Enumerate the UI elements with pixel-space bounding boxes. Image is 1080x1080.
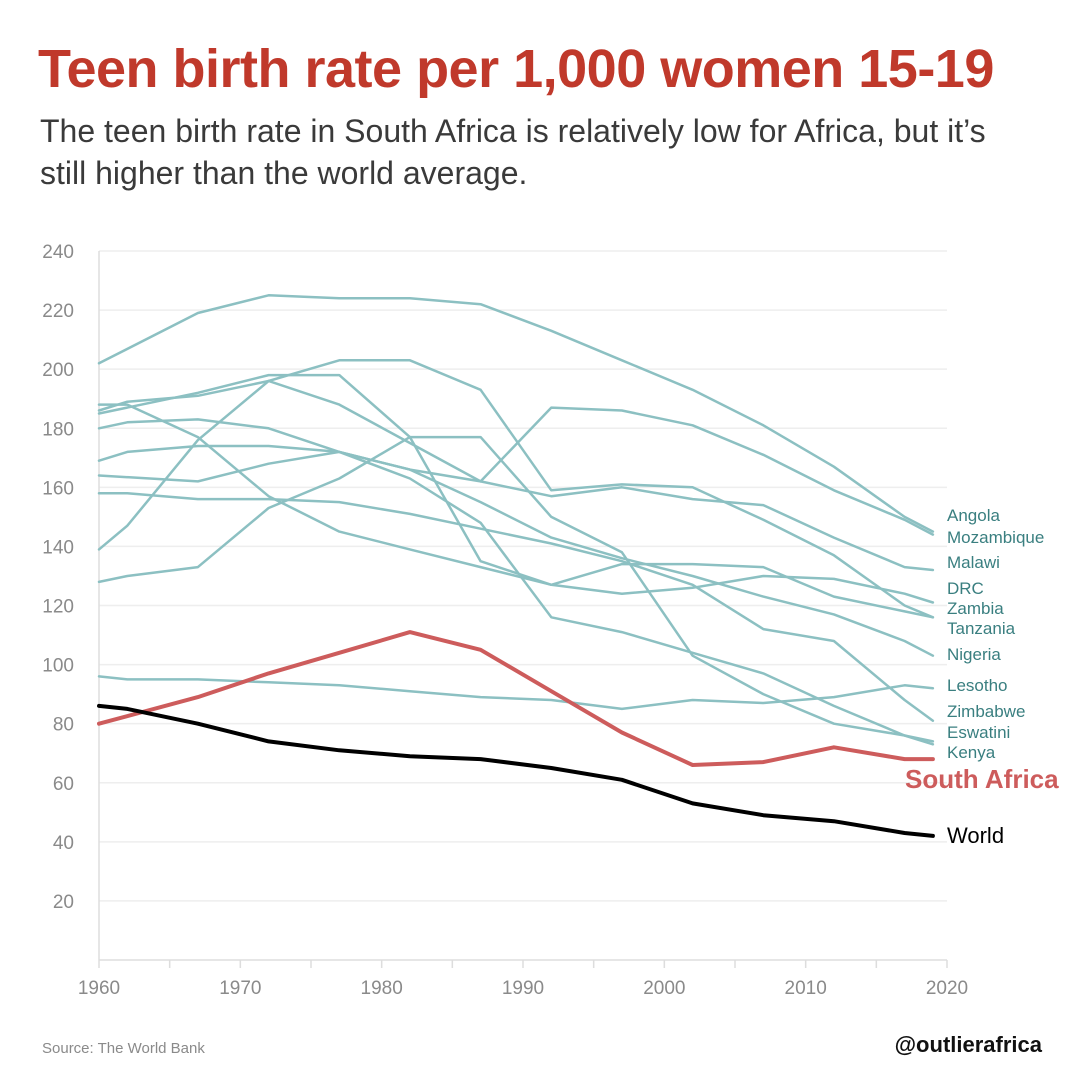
series-line-drc (97, 406, 935, 536)
brand-handle: @outlierafrica (894, 1032, 1042, 1057)
series-label-world: World (947, 823, 1004, 848)
series-line-eswatini (97, 491, 935, 722)
source-note: Source: The World Bank (42, 1040, 205, 1057)
africa-series (97, 294, 935, 746)
y-tick-label: 20 (53, 892, 74, 913)
series-label-south-africa: South Africa (905, 764, 1059, 794)
series-label-zimbabwe: Zimbabwe (947, 702, 1025, 721)
series-label-eswatini: Eswatini (947, 723, 1010, 742)
highlight-series (97, 630, 935, 838)
chart-subtitle: The teen birth rate in South Africa is r… (40, 113, 986, 191)
x-tick-label: 1960 (78, 978, 120, 999)
series-label-mozambique: Mozambique (947, 528, 1044, 547)
series-line-kenya (97, 435, 935, 743)
y-tick-label: 160 (42, 478, 74, 499)
series-line-zimbabwe (97, 359, 935, 619)
series-line-tanzania (97, 403, 935, 619)
series-line-mozambique (97, 379, 935, 572)
series-line-angola (97, 294, 935, 533)
y-tick-label: 240 (42, 242, 74, 263)
series-label-lesotho: Lesotho (947, 676, 1008, 695)
x-tick-label: 1990 (502, 978, 544, 999)
x-tick-label: 2020 (926, 978, 968, 999)
series-label-kenya: Kenya (947, 743, 996, 762)
x-tick-label: 1970 (219, 978, 261, 999)
axes: 20 40 60 80 100 120 140 160 180 200 220 240 1960 1970… (42, 242, 968, 999)
y-tick-label: 60 (53, 774, 74, 795)
y-tick-label: 120 (42, 597, 74, 618)
series-line-south-africa (97, 630, 935, 767)
series-label-zambia: Zambia (947, 599, 1004, 618)
y-tick-label: 200 (42, 360, 74, 381)
chart-title: Teen birth rate per 1,000 women 15-19 (38, 39, 994, 99)
x-tick-label: 1980 (361, 978, 403, 999)
line-chart: 20 40 60 80 100 120 140 160 180 200 220 240 1960 1970… (42, 242, 1059, 999)
x-tick-label: 2000 (643, 978, 685, 999)
series-line-world (97, 703, 935, 838)
y-tick-label: 140 (42, 537, 74, 558)
series-label-nigeria: Nigeria (947, 645, 1001, 664)
x-tick-label: 2010 (785, 978, 827, 999)
y-tick-label: 180 (42, 419, 74, 440)
series-label-drc: DRC (947, 579, 984, 598)
series-label-tanzania: Tanzania (947, 619, 1016, 638)
series-label-malawi: Malawi (947, 553, 1000, 572)
y-tick-label: 220 (42, 301, 74, 322)
series-label-angola: Angola (947, 506, 1000, 525)
series-line-nigeria (97, 450, 935, 746)
series-line-lesotho (97, 675, 935, 711)
y-tick-label: 40 (53, 833, 74, 854)
y-tick-label: 100 (42, 656, 74, 677)
y-tick-label: 80 (53, 715, 74, 736)
gridlines (99, 250, 947, 902)
